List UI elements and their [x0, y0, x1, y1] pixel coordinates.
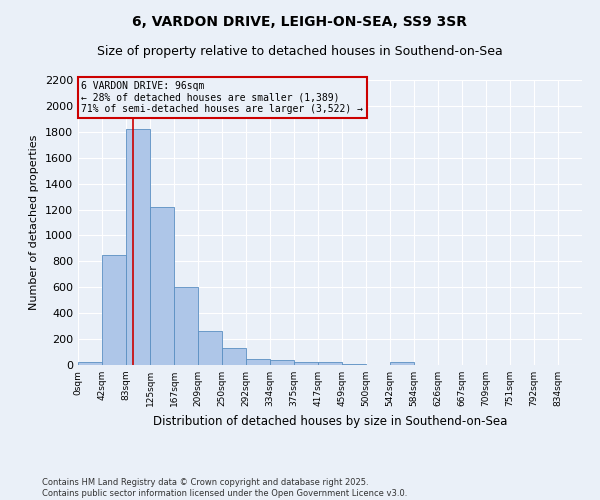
Bar: [342, 364, 366, 365]
Bar: [126, 129, 150, 365]
Bar: [198, 332, 222, 365]
Bar: [294, 362, 318, 365]
Bar: [270, 360, 294, 365]
Bar: [174, 288, 198, 365]
Bar: [318, 362, 342, 365]
Text: Size of property relative to detached houses in Southend-on-Sea: Size of property relative to detached ho…: [97, 45, 503, 58]
X-axis label: Distribution of detached houses by size in Southend-on-Sea: Distribution of detached houses by size …: [153, 414, 507, 428]
Text: 6, VARDON DRIVE, LEIGH-ON-SEA, SS9 3SR: 6, VARDON DRIVE, LEIGH-ON-SEA, SS9 3SR: [133, 15, 467, 29]
Text: Contains HM Land Registry data © Crown copyright and database right 2025.
Contai: Contains HM Land Registry data © Crown c…: [42, 478, 407, 498]
Bar: [246, 359, 270, 365]
Bar: [390, 362, 414, 365]
Text: 6 VARDON DRIVE: 96sqm
← 28% of detached houses are smaller (1,389)
71% of semi-d: 6 VARDON DRIVE: 96sqm ← 28% of detached …: [82, 80, 364, 114]
Bar: [78, 362, 102, 365]
Y-axis label: Number of detached properties: Number of detached properties: [29, 135, 40, 310]
Bar: [102, 255, 126, 365]
Bar: [150, 207, 174, 365]
Bar: [222, 348, 246, 365]
